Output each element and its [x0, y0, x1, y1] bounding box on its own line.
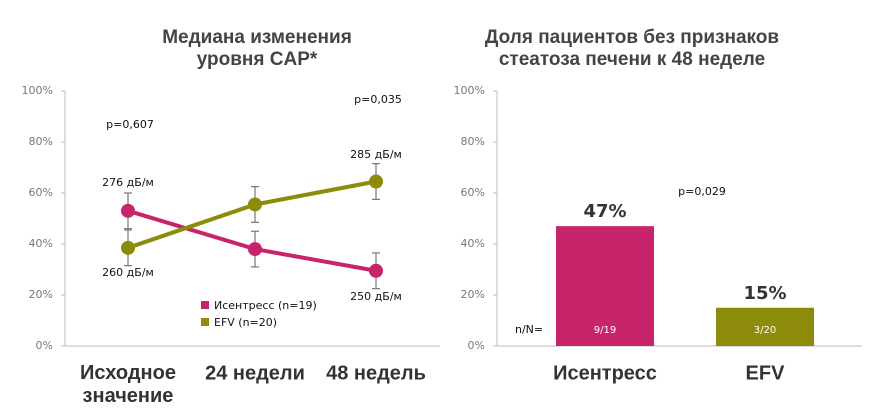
x-tick-label: Исходное значение — [80, 362, 176, 407]
annotation: 250 дБ/м — [350, 290, 402, 303]
value-label: 15% — [743, 283, 786, 304]
chart-title: Доля пациентов без признаков стеатоза печ… — [485, 27, 779, 70]
legend-label: EFV (n=20) — [214, 316, 277, 329]
y-tick-label: 20% — [461, 288, 485, 301]
y-tick-label: 40% — [461, 237, 485, 250]
y-tick-label: 80% — [461, 135, 485, 148]
point — [121, 240, 135, 255]
bar — [556, 226, 654, 346]
point — [369, 174, 383, 189]
point — [248, 197, 262, 212]
annotation: p=0,035 — [354, 93, 402, 106]
series-line — [127, 179, 377, 250]
inner-label: 3/20 — [754, 325, 776, 336]
y-tick-label: 100% — [22, 84, 53, 97]
x-tick-label: EFV — [746, 362, 786, 384]
point — [369, 263, 383, 278]
x-tick-label: 48 недель — [326, 362, 426, 384]
y-tick-label: 80% — [29, 135, 53, 148]
annotation: p=0,029 — [678, 185, 726, 198]
point — [248, 242, 262, 257]
chart-title: Медиана изменения уровня CAP* — [162, 27, 352, 70]
annotation: 260 дБ/м — [102, 266, 154, 279]
annotation: 285 дБ/м — [350, 148, 402, 161]
bar — [716, 307, 814, 346]
legend-label: Исентресс (n=19) — [214, 299, 317, 312]
x-tick-label: Исентресс — [553, 362, 657, 384]
y-tick-label: 0% — [36, 339, 53, 352]
y-tick-label: 20% — [29, 288, 53, 301]
annotation: 276 дБ/м — [102, 176, 154, 189]
y-tick-label: 0% — [468, 339, 485, 352]
y-tick-label: 40% — [29, 237, 53, 250]
annotation: p=0,607 — [106, 118, 154, 131]
legend-swatch — [201, 318, 209, 326]
x-tick-label: 24 недели — [205, 362, 305, 384]
point — [121, 203, 135, 218]
value-label: 47% — [583, 201, 626, 222]
inner-label: 9/19 — [594, 325, 616, 336]
n-label: n/N= — [515, 323, 543, 336]
y-tick-label: 60% — [29, 186, 53, 199]
y-tick-label: 100% — [454, 84, 485, 97]
series-line — [127, 208, 377, 273]
y-tick-label: 60% — [461, 186, 485, 199]
legend-swatch — [201, 301, 209, 309]
